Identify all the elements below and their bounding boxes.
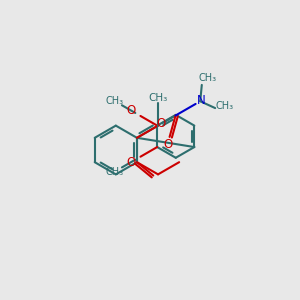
Text: O: O — [156, 118, 166, 130]
Text: CH₃: CH₃ — [106, 96, 124, 106]
Text: O: O — [126, 156, 135, 169]
Text: CH₃: CH₃ — [106, 167, 124, 177]
Text: CH₃: CH₃ — [215, 101, 233, 111]
Text: CH₃: CH₃ — [148, 93, 168, 103]
Text: O: O — [164, 138, 173, 151]
Text: O: O — [126, 104, 135, 117]
Text: N: N — [197, 94, 206, 107]
Text: CH₃: CH₃ — [199, 73, 217, 83]
